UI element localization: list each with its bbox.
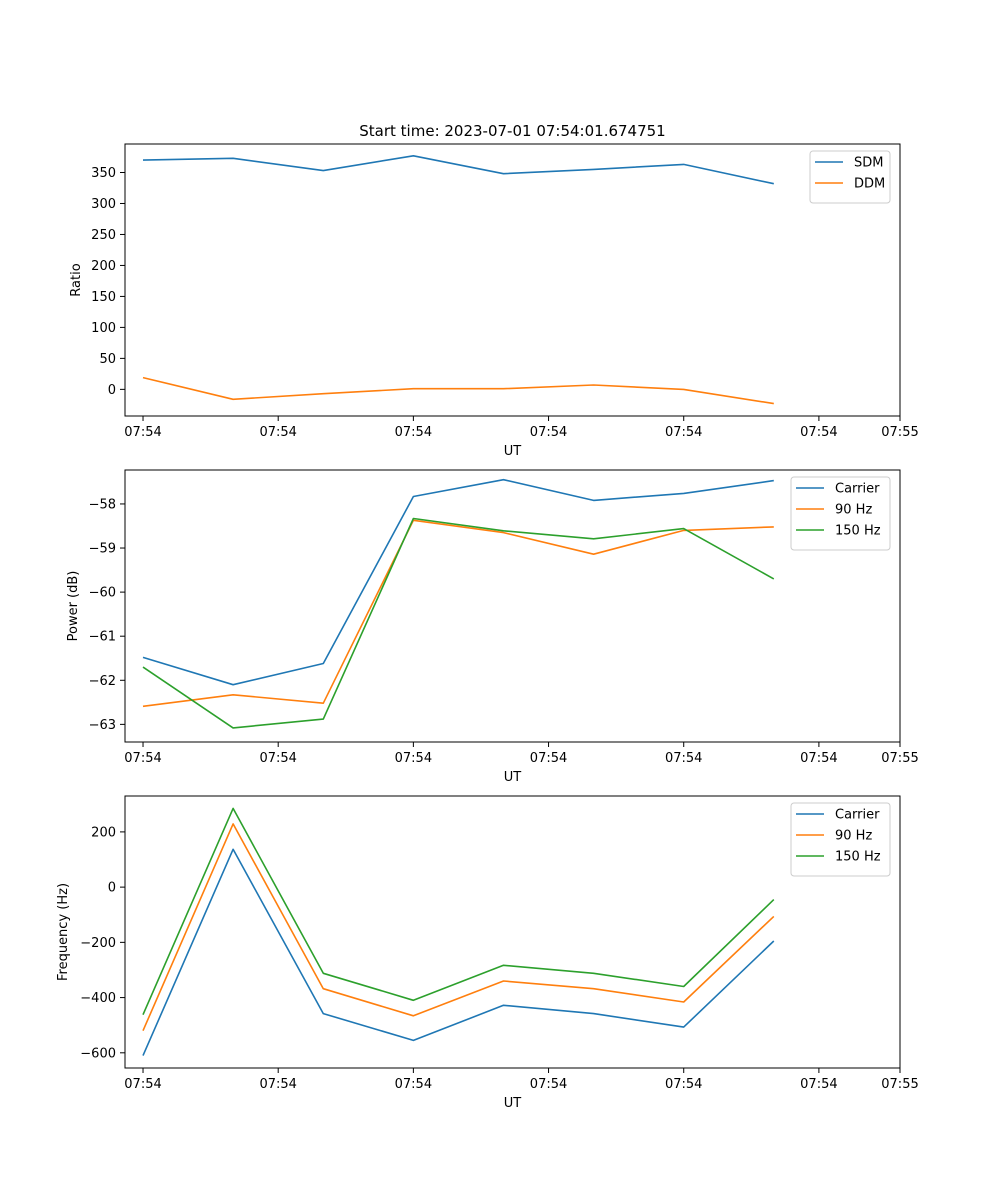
frequency-y-tick-label: 200 [91, 825, 116, 840]
ratio-y-tick-label: 250 [91, 228, 116, 243]
frequency-x-tick-label: 07:54 [665, 1077, 702, 1092]
frequency-x-axis-label: UT [504, 1096, 522, 1111]
ratio-series-sdm-line [142, 155, 774, 185]
ratio-y-tick-label: 350 [91, 166, 116, 181]
frequency-series-90-hz-line [142, 823, 775, 1032]
ratio-legend-label-sdm: SDM [854, 156, 883, 171]
ratio-axes-frame [124, 143, 901, 417]
power-y-tick-label: −60 [89, 586, 116, 601]
ratio-y-tick-label: 300 [91, 197, 116, 212]
ratio-x-tick-label: 07:54 [124, 425, 161, 440]
frequency-y-tick-label: −400 [80, 991, 116, 1006]
power-series-150-hz-line [142, 517, 775, 729]
frequency-legend-label-carrier: Carrier [835, 808, 880, 823]
ratio-x-axis-label: UT [504, 444, 522, 459]
ratio-legend: SDM DDM [809, 150, 891, 204]
power-y-axis-label: Power (dB) [66, 571, 81, 642]
ratio-y-axis-label: Ratio [69, 263, 84, 296]
power-series-90-hz-line [142, 519, 774, 708]
ratio-x-tick-label: 07:54 [665, 425, 702, 440]
power-x-tick-label: 07:54 [665, 751, 702, 766]
ratio-y-tick-label: 200 [91, 259, 116, 274]
frequency-y-tick-label: −200 [80, 936, 116, 951]
frequency-series-carrier-line [142, 848, 775, 1056]
power-plot-area: 07:54 07:54 07:54 07:54 07:54 07:54 07:55 −63 −6… [89, 478, 919, 766]
frequency-x-tick-label: 07:54 [259, 1077, 296, 1092]
frequency-x-tick-label: 07:54 [124, 1077, 161, 1092]
frequency-x-tick-label: 07:54 [530, 1077, 567, 1092]
power-x-tick-label: 07:54 [800, 751, 837, 766]
power-legend-label-carrier: Carrier [835, 482, 880, 497]
power-y-tick-label: −61 [89, 630, 116, 645]
frequency-x-tick-label: 07:55 [881, 1077, 918, 1092]
frequency-axes-frame [124, 795, 901, 1069]
ratio-legend-frame [809, 150, 891, 204]
power-axes-frame [124, 469, 901, 743]
power-x-tick-label: 07:55 [881, 751, 918, 766]
power-legend: Carrier 90 Hz 150 Hz [790, 476, 891, 551]
ratio-x-tick-label: 07:54 [800, 425, 837, 440]
power-panel: 07:54 07:54 07:54 07:54 07:54 07:54 07:55 −63 −6… [66, 469, 919, 785]
frequency-legend-label-150-hz: 150 Hz [835, 850, 881, 865]
ratio-panel: Start time: 2023-07-01 07:54:01.674751 0… [69, 122, 919, 459]
ratio-x-tick-label: 07:54 [530, 425, 567, 440]
frequency-y-tick-label: −600 [80, 1046, 116, 1061]
ratio-plot-area: 07:54 07:54 07:54 07:54 07:54 07:54 07:55 0 50 10… [91, 155, 919, 440]
ratio-series-ddm-line [142, 376, 774, 405]
frequency-y-tick-label: 0 [108, 881, 116, 896]
frequency-x-tick-label: 07:54 [395, 1077, 432, 1092]
power-legend-frame [790, 476, 891, 551]
ratio-y-tick-label: 0 [108, 383, 116, 398]
power-series-carrier-line [142, 478, 774, 686]
power-legend-label-150-hz: 150 Hz [835, 524, 881, 539]
frequency-y-axis-label: Frequency (Hz) [56, 883, 71, 981]
frequency-legend: Carrier 90 Hz 150 Hz [790, 802, 891, 877]
ratio-y-tick-label: 150 [91, 290, 116, 305]
frequency-panel: 07:54 07:54 07:54 07:54 07:54 07:54 07:55 −600 −… [56, 795, 919, 1111]
power-y-tick-label: −59 [89, 542, 116, 557]
frequency-x-tick-label: 07:54 [800, 1077, 837, 1092]
ratio-x-tick-label: 07:55 [881, 425, 918, 440]
power-x-tick-label: 07:54 [530, 751, 567, 766]
ratio-y-tick-label: 50 [99, 352, 116, 367]
frequency-legend-label-90-hz: 90 Hz [835, 829, 872, 844]
chart-title: Start time: 2023-07-01 07:54:01.674751 [359, 122, 665, 140]
frequency-plot-area: 07:54 07:54 07:54 07:54 07:54 07:54 07:55 −600 −… [80, 807, 919, 1092]
power-x-axis-label: UT [504, 770, 522, 785]
power-y-tick-label: −58 [89, 497, 116, 512]
frequency-series-150-hz-line [142, 807, 775, 1016]
power-y-tick-label: −63 [89, 718, 116, 733]
power-x-tick-label: 07:54 [395, 751, 432, 766]
power-legend-label-90-hz: 90 Hz [835, 503, 872, 518]
frequency-legend-frame [790, 802, 891, 877]
power-x-tick-label: 07:54 [124, 751, 161, 766]
power-x-tick-label: 07:54 [259, 751, 296, 766]
ratio-x-tick-label: 07:54 [395, 425, 432, 440]
ratio-x-tick-label: 07:54 [259, 425, 296, 440]
ratio-legend-label-ddm: DDM [854, 177, 885, 192]
ratio-y-tick-label: 100 [91, 321, 116, 336]
power-y-tick-label: −62 [89, 674, 116, 689]
